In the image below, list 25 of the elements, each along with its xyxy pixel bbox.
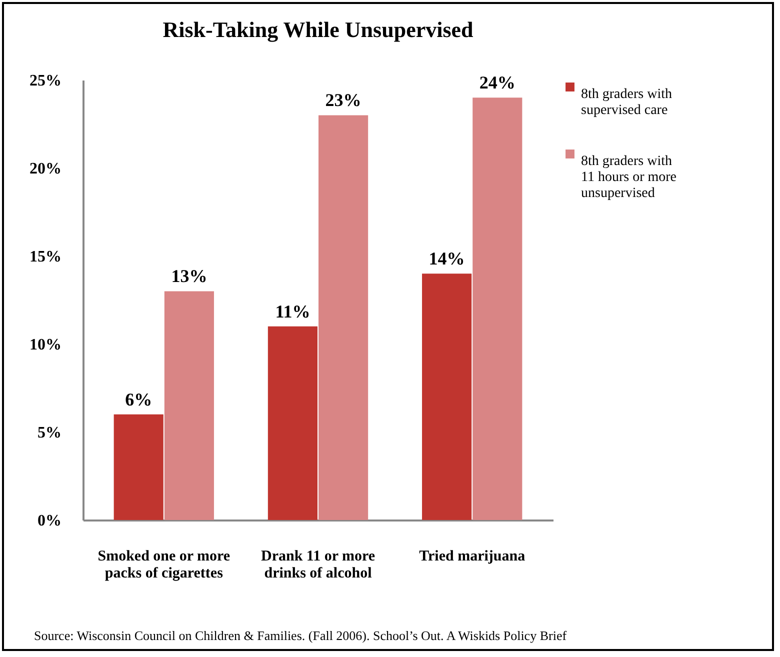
source-note: Source: Wisconsin Council on Children & Families. (Fall 2006). School’s Out. A Wiskids Policy Brief [34,628,567,644]
y-tick-label: 0% [38,512,62,530]
data-label: 13% [171,266,208,286]
data-label: 24% [479,72,516,93]
y-tick-label: 15% [30,248,62,266]
bar [164,291,214,520]
data-label: 6% [125,389,152,410]
x-tick-label: Drank 11 or more drinks of alcohol [260,548,376,582]
x-tick-label: Smoked one or more packs of cigarettes [98,548,230,582]
y-tick-label: 10% [30,336,62,354]
x-tick-label: Tried marijuana [419,548,526,564]
y-tick-label: 25% [30,72,62,90]
legend-label: 8th graders with supervised care [581,87,672,118]
bar [472,98,522,520]
bar [268,326,318,520]
bar [318,115,368,520]
y-tick-label: 5% [38,424,62,442]
bar [422,274,472,520]
bar [114,414,164,520]
data-label: 23% [325,90,362,110]
data-label: 11% [275,301,310,322]
legend-label: 8th graders with 11 hours or more unsupervised [581,154,677,201]
chart-title: Risk-Taking While Unsupervised [162,17,474,42]
data-label: 14% [428,248,465,269]
y-tick-label: 20% [30,160,62,178]
